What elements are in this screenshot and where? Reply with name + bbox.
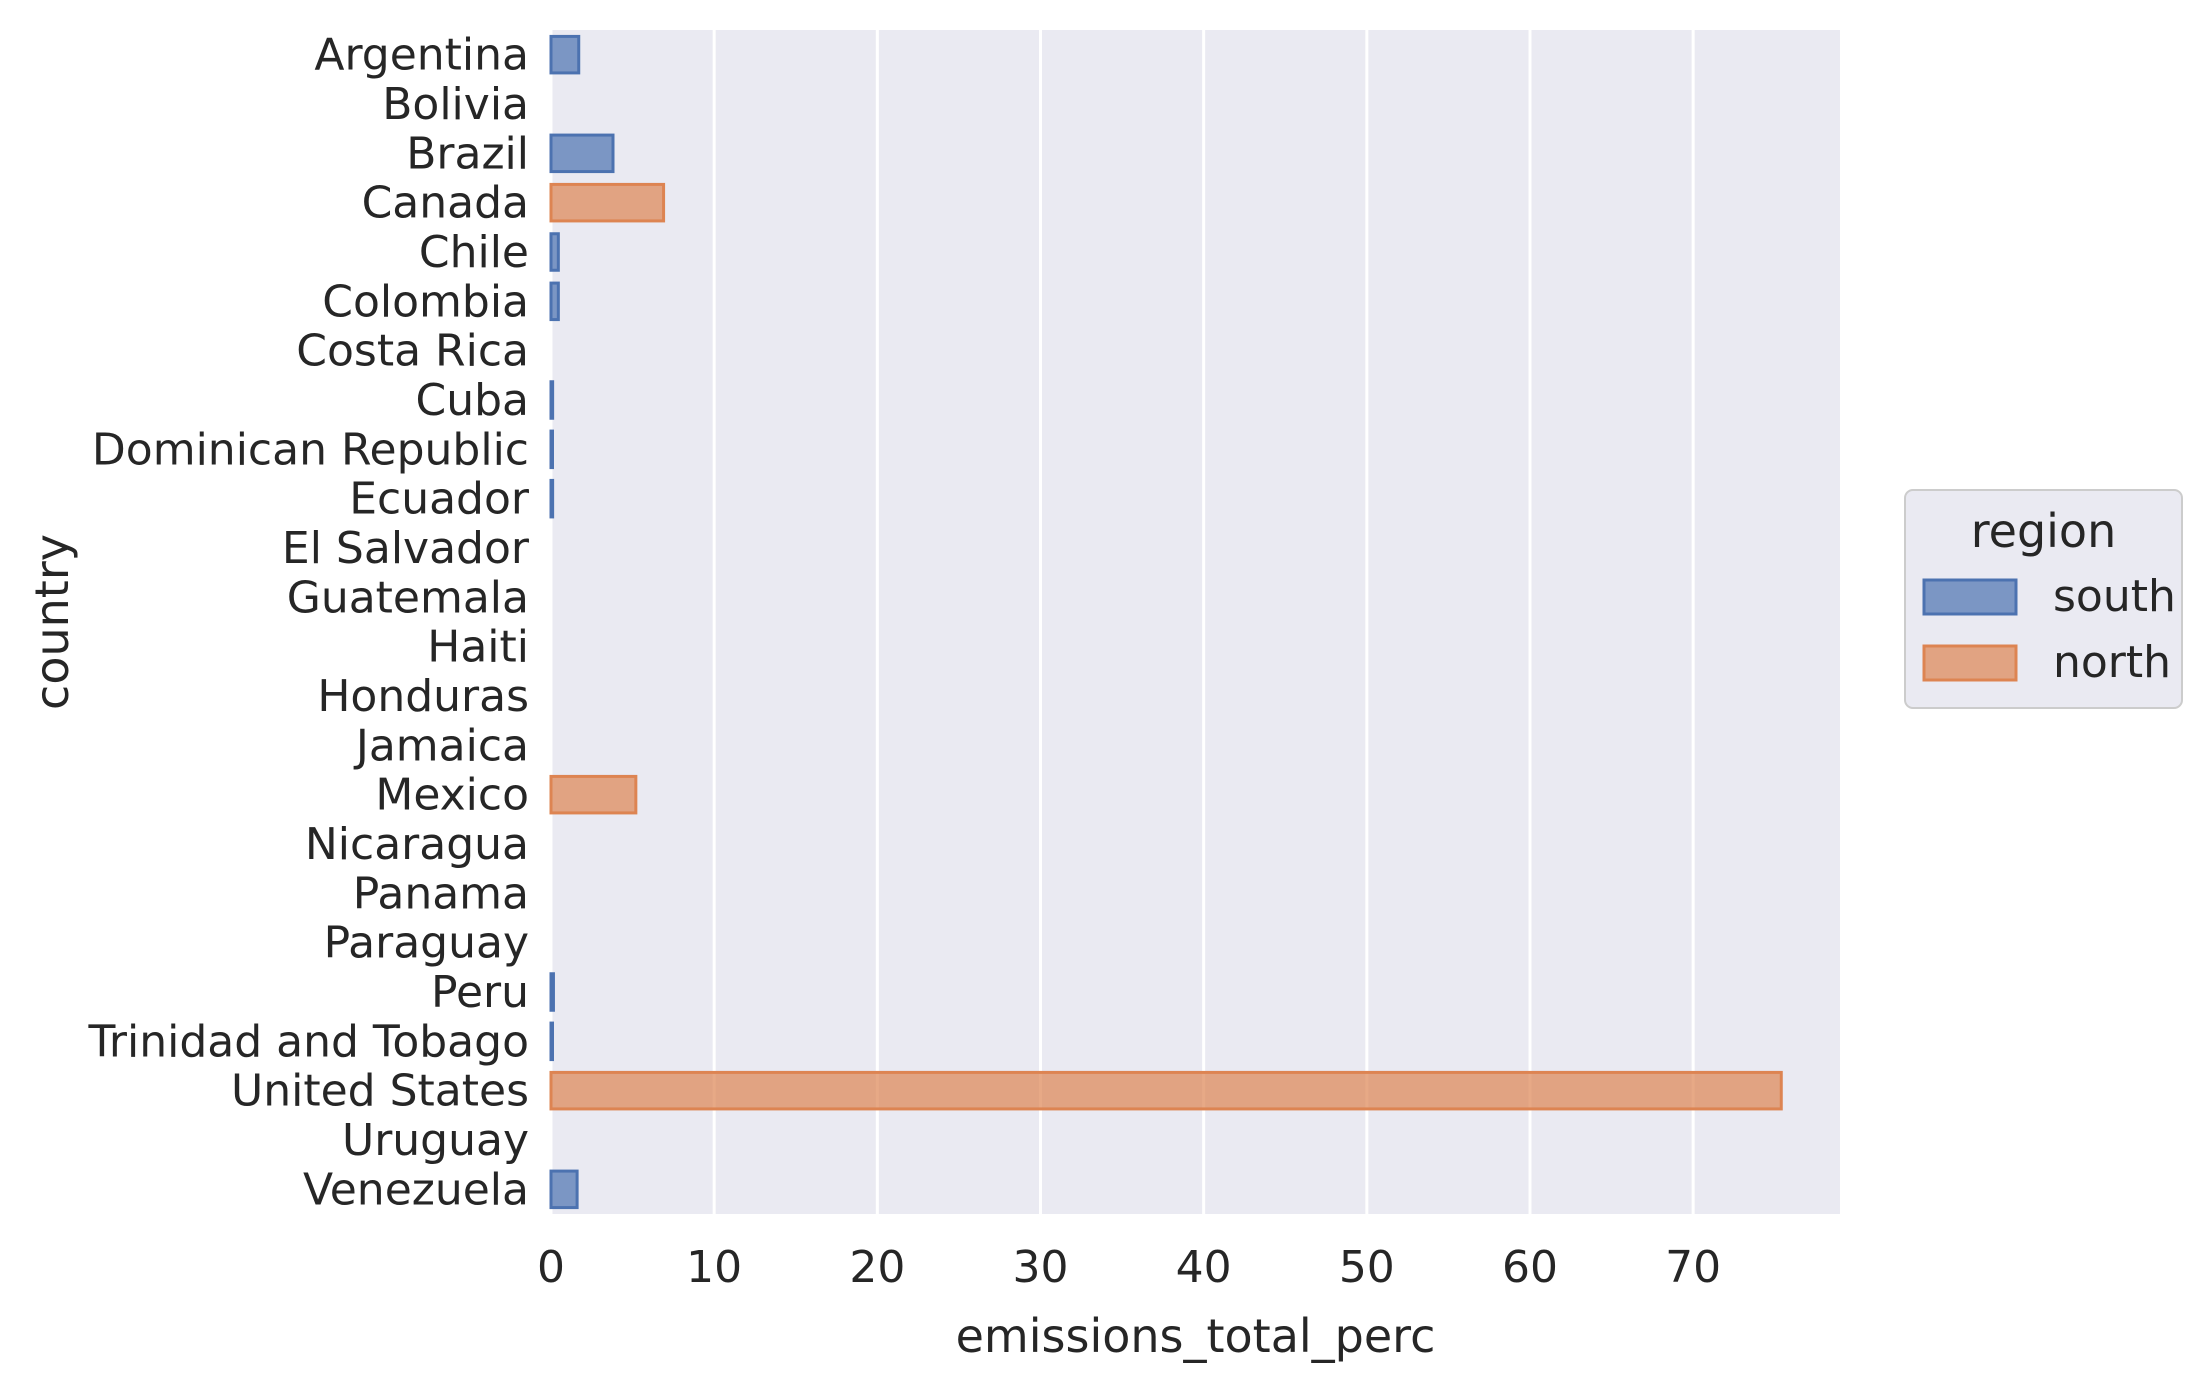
y-tick-label: Paraguay — [324, 918, 529, 969]
y-tick-label: Brazil — [406, 128, 529, 179]
y-tick-label: Venezuela — [303, 1164, 529, 1215]
bar — [549, 133, 615, 174]
y-tick-label: Argentina — [314, 30, 529, 81]
legend-label: south — [2053, 571, 2176, 622]
y-tick-label: Honduras — [317, 671, 529, 722]
y-tick-label: Costa Rica — [296, 326, 529, 377]
y-tick-label: Chile — [419, 227, 529, 278]
x-tick-label: 60 — [1502, 1242, 1558, 1293]
y-tick-label: Colombia — [322, 276, 529, 327]
x-tick-label: 10 — [686, 1242, 742, 1293]
bar — [549, 232, 560, 272]
bar — [549, 478, 555, 519]
y-tick-label: Bolivia — [382, 79, 529, 130]
x-axis-title: emissions_total_perc — [956, 1309, 1436, 1363]
y-tick-label: Haiti — [427, 622, 529, 673]
bar — [549, 1070, 1783, 1111]
y-tick-label: Uruguay — [342, 1115, 529, 1166]
y-tick-label: El Salvador — [282, 523, 530, 574]
y-tick-label: Jamaica — [353, 720, 529, 771]
x-tick-label: 30 — [1012, 1242, 1068, 1293]
y-tick-label: Peru — [431, 967, 529, 1018]
bar — [549, 34, 581, 75]
y-tick-label: Cuba — [415, 375, 529, 426]
y-tick-label: Dominican Republic — [92, 424, 529, 475]
bar — [549, 429, 554, 470]
bar — [549, 182, 666, 223]
legend-label: north — [2053, 637, 2171, 688]
legend-swatch — [1922, 578, 2018, 616]
bar — [549, 281, 560, 322]
bar — [549, 972, 555, 1012]
x-tick-label: 70 — [1665, 1242, 1721, 1293]
y-tick-label: Nicaragua — [305, 819, 529, 870]
bar — [549, 1169, 579, 1210]
y-tick-labels: ArgentinaBoliviaBrazilCanadaChileColombi… — [88, 30, 530, 1216]
legend-swatch — [1922, 644, 2018, 682]
y-tick-label: Guatemala — [287, 572, 529, 623]
y-tick-label: Ecuador — [349, 474, 530, 525]
y-tick-label: Trinidad and Tobago — [88, 1016, 529, 1067]
x-tick-labels: 0 10 20 30 40 50 60 70 — [537, 1242, 1721, 1293]
x-tick-label: 50 — [1339, 1242, 1395, 1293]
x-tick-label: 0 — [537, 1242, 565, 1293]
y-tick-label: Canada — [362, 178, 529, 229]
bar — [549, 774, 638, 815]
bars — [549, 34, 1783, 1210]
x-tick-label: 40 — [1176, 1242, 1232, 1293]
plot-background — [551, 30, 1840, 1214]
y-axis-title: country — [25, 534, 79, 710]
x-tick-label: 20 — [849, 1242, 905, 1293]
y-tick-label: Panama — [353, 868, 529, 919]
bar — [549, 380, 555, 420]
bar — [549, 1021, 554, 1062]
y-tick-label: United States — [231, 1066, 529, 1117]
legend-title: region — [1971, 504, 2116, 558]
legend: region south north — [1904, 489, 2183, 709]
x-gridlines — [549, 30, 1695, 1214]
y-tick-label: Mexico — [375, 770, 529, 821]
